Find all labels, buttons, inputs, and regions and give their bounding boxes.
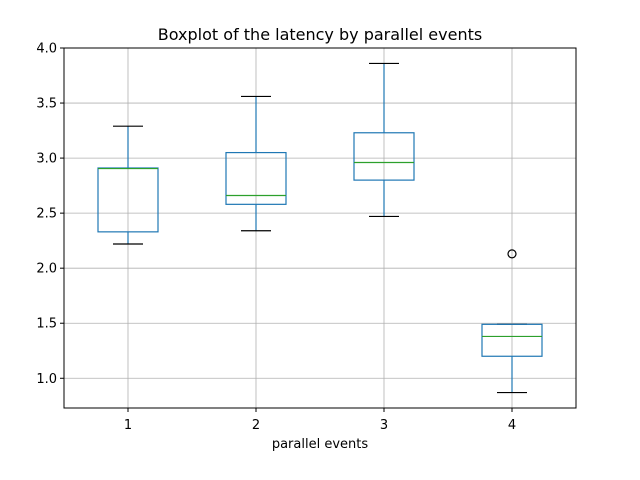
y-tick-label: 1.5	[36, 317, 57, 332]
box-4	[481, 249, 543, 394]
box-layer	[97, 62, 543, 394]
x-axis-label: parallel events	[272, 437, 369, 452]
iqr-box	[353, 132, 415, 181]
x-tick-label: 2	[252, 418, 260, 433]
y-tick-label: 3.5	[36, 97, 57, 112]
outlier-point	[507, 249, 517, 259]
y-tick-label: 1.0	[36, 372, 57, 387]
tick-layer: 1.0 1.5 2.0 2.5 3.0 3.5 4.0 1 2 3 4	[36, 42, 516, 434]
box-3	[353, 62, 415, 218]
y-tick-label: 2.5	[36, 207, 57, 222]
y-tick-label: 4.0	[36, 42, 57, 57]
x-tick-label: 3	[380, 418, 388, 433]
y-tick-label: 3.0	[36, 152, 57, 167]
iqr-box	[481, 323, 543, 357]
y-tick-label: 2.0	[36, 262, 57, 277]
iqr-box	[225, 151, 287, 205]
plot-frame	[63, 47, 577, 409]
chart-title: Boxplot of the latency by parallel event…	[158, 25, 482, 44]
box-2	[225, 95, 287, 232]
x-tick-label: 4	[508, 418, 516, 433]
x-tick-label: 1	[124, 418, 132, 433]
box-1	[97, 125, 159, 245]
